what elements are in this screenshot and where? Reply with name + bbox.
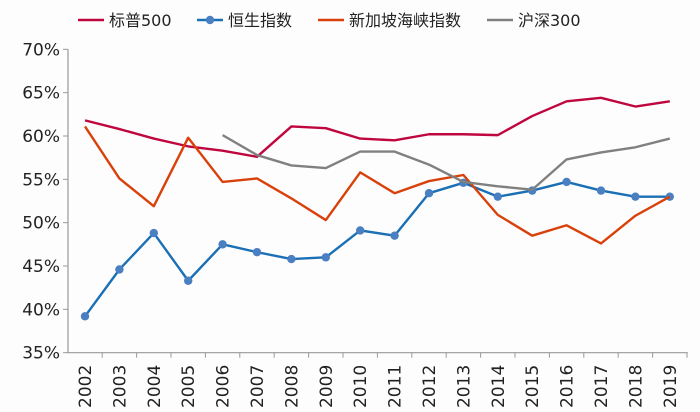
x-tick-label: 2019 [661, 365, 681, 408]
data-point-1 [596, 186, 606, 195]
data-point-1 [390, 231, 399, 240]
x-tick-label: 2010 [351, 365, 371, 408]
y-tick-label: 45% [22, 257, 60, 277]
legend-label-3: 沪深300 [518, 11, 581, 30]
y-tick-label: 60% [22, 127, 60, 147]
data-point-1 [287, 254, 296, 264]
x-tick-label: 2009 [317, 365, 337, 408]
data-point-1 [149, 228, 158, 238]
x-tick-label: 2008 [282, 365, 302, 408]
x-tick-label: 2003 [110, 365, 130, 408]
data-point-1 [493, 192, 502, 201]
legend-marker-1 [205, 15, 215, 25]
x-tick-label: 2002 [76, 365, 96, 408]
x-tick-label: 2004 [145, 365, 165, 408]
x-tick-label: 2006 [214, 365, 234, 408]
x-tick-label: 2011 [386, 365, 406, 408]
series-line-0 [84, 96, 670, 158]
legend-label-0: 标普500 [109, 11, 172, 30]
y-tick-label: 35% [22, 344, 60, 364]
data-point-1 [631, 192, 640, 201]
series-line-2 [83, 125, 671, 245]
x-tick-label: 2013 [454, 365, 474, 408]
x-tick-label: 2012 [420, 365, 440, 408]
legend-label-1: 恒生指数 [228, 11, 292, 30]
x-tick-label: 2014 [489, 365, 509, 408]
y-tick-label: 65% [22, 84, 60, 104]
x-tick-label: 2016 [558, 365, 578, 408]
data-point-1 [115, 265, 124, 274]
series-line-1 [84, 180, 670, 318]
x-tick-label: 2007 [248, 365, 268, 408]
x-tick-label: 2017 [592, 365, 612, 408]
data-point-1 [184, 276, 193, 285]
data-point-1 [562, 177, 571, 187]
y-tick-label: 55% [22, 170, 60, 190]
x-tick-label: 2005 [179, 365, 199, 408]
data-point-1 [356, 226, 365, 235]
series-line-3 [221, 134, 671, 191]
y-tick-label: 40% [22, 300, 60, 320]
data-point-1 [424, 188, 434, 198]
data-point-1 [321, 253, 330, 262]
data-point-1 [252, 247, 262, 257]
x-tick-label: 2018 [626, 365, 646, 408]
y-tick-label: 70% [22, 40, 60, 60]
data-point-1 [218, 240, 227, 249]
legend-label-2: 新加坡海峡指数 [349, 11, 461, 30]
y-tick-label: 50% [22, 214, 60, 234]
data-point-1 [80, 312, 90, 321]
x-tick-label: 2015 [523, 365, 543, 408]
